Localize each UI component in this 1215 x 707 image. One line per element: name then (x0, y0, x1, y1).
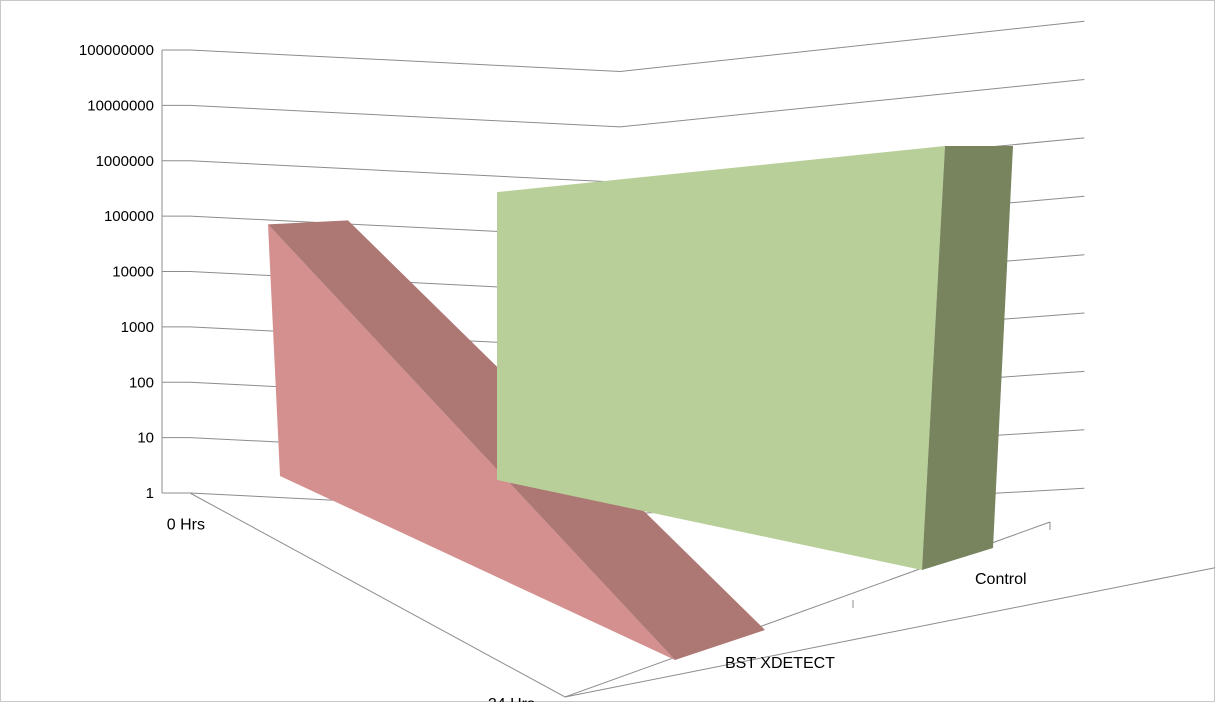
series-control-face (497, 146, 945, 570)
y-tick-label: 100000 (104, 208, 154, 225)
y-tick-label: 10000000 (87, 97, 154, 114)
y-tick-label: 1 (146, 485, 154, 502)
series-label: Control (975, 571, 1027, 588)
gridline-100000000 (162, 20, 1085, 73)
gridline-10000000 (162, 79, 1085, 128)
floor-front-edge (564, 567, 1215, 698)
y-tick-label: 1000 (121, 319, 154, 336)
category-label: 24 Hrs (488, 696, 535, 702)
y-tick-label: 100 (129, 374, 154, 391)
series-label: BST XDETECT (725, 655, 835, 672)
series-control-side (922, 146, 1013, 570)
floor-axes (161, 50, 1215, 698)
category-label: 0 Hrs (167, 516, 205, 533)
y-tick-label: 100000000 (79, 42, 154, 59)
y-tick-label: 10 (137, 430, 154, 447)
axis-labels: 1 10 100 1000 10000 100000 1000000 10000000 1000… (79, 42, 1027, 707)
series-layer (268, 146, 1013, 660)
y-tick-label: 1000000 (96, 153, 154, 170)
y-tick-label: 10000 (112, 264, 154, 281)
